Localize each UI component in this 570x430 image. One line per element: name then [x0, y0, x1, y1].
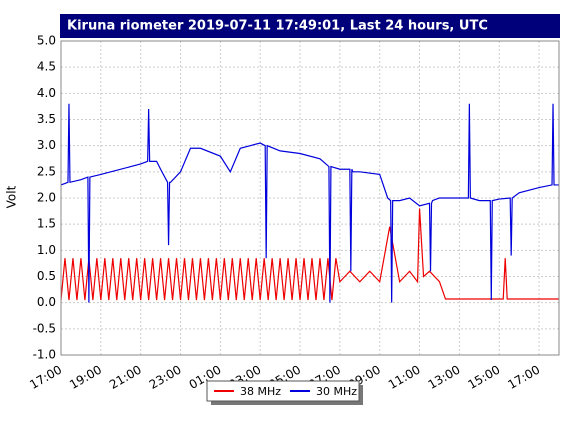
legend	[206, 380, 360, 402]
y-tick-label: 4.5	[37, 60, 56, 74]
series-line	[60, 103, 559, 303]
y-tick-label: 3.0	[37, 138, 56, 152]
y-tick-label: 3.5	[37, 112, 56, 126]
y-tick-label: 4.0	[37, 86, 56, 100]
legend-label: 38 MHz	[240, 385, 281, 398]
x-tick-label: 15:00	[466, 363, 503, 392]
y-tick-label: -1.0	[33, 348, 56, 362]
plot-frame	[60, 40, 560, 356]
y-tick-label: 2.5	[37, 164, 56, 178]
x-tick-label: 23:00	[147, 363, 184, 392]
y-tick-label: 5.0	[37, 34, 56, 48]
legend-label: 30 MHz	[316, 385, 357, 398]
x-tick-label: 21:00	[107, 363, 144, 392]
title-bar	[60, 14, 560, 38]
x-tick-label: 13:00	[426, 363, 463, 392]
x-tick-label: 11:00	[386, 363, 423, 392]
y-axis-label: Volt	[5, 185, 19, 208]
chart-title: Kiruna riometer 2019-07-11 17:49:01, Las…	[67, 19, 488, 34]
x-tick-label: 19:00	[67, 363, 104, 392]
y-tick-label: -0.5	[33, 321, 56, 335]
y-tick-label: 1.0	[37, 243, 56, 257]
series-line	[60, 208, 559, 301]
y-tick-label: 0.5	[37, 269, 56, 283]
y-tick-label: 2.0	[37, 191, 56, 205]
x-tick-label: 17:00	[505, 363, 542, 392]
y-tick-label: 0.0	[37, 295, 56, 309]
y-tick-label: 1.5	[37, 217, 56, 231]
x-tick-label: 17:00	[27, 363, 64, 392]
